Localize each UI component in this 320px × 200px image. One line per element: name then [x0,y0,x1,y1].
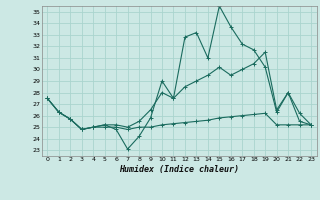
X-axis label: Humidex (Indice chaleur): Humidex (Indice chaleur) [119,165,239,174]
